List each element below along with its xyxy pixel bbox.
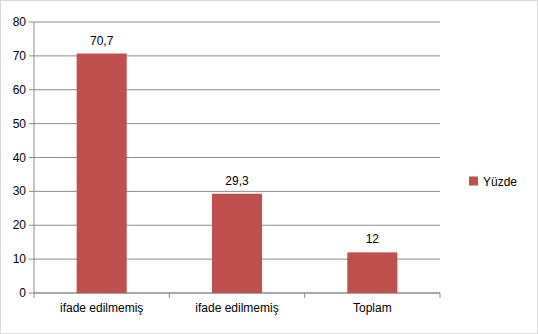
y-tick-label: 60	[13, 83, 27, 97]
y-tick	[29, 259, 34, 260]
y-tick	[29, 123, 34, 124]
x-tick-label: ifade edilmemiş	[60, 301, 143, 315]
y-tick-label: 10	[13, 252, 27, 266]
y-tick-label: 20	[13, 218, 27, 232]
x-tick	[304, 293, 305, 298]
data-label: 12	[366, 232, 380, 246]
y-tick-label: 80	[13, 15, 27, 29]
chart-frame	[1, 1, 538, 334]
y-tick-label: 30	[13, 184, 27, 198]
y-tick-label: 0	[19, 286, 26, 300]
chart-container: 0 10 20 30 40 50 60 70 80 ifade edilmemiş 70,7 ifad…	[0, 0, 538, 334]
y-tick	[29, 293, 34, 294]
legend-label: Yüzde	[483, 175, 517, 189]
x-tick-label: Toplam	[353, 301, 392, 315]
y-tick-label: 50	[13, 117, 27, 131]
y-tick	[29, 89, 34, 90]
bar	[77, 54, 127, 293]
grid-line	[34, 22, 440, 23]
y-tick	[29, 55, 34, 56]
y-tick	[29, 225, 34, 226]
x-tick	[440, 293, 441, 298]
y-tick-label: 40	[13, 151, 27, 165]
y-tick	[29, 191, 34, 192]
y-axis	[34, 22, 35, 293]
y-tick-label: 70	[13, 49, 27, 63]
y-tick	[29, 22, 34, 23]
chart-svg: 0 10 20 30 40 50 60 70 80 ifade edilmemiş 70,7 ifad…	[0, 0, 538, 334]
x-tick	[169, 293, 170, 298]
x-tick	[34, 293, 35, 298]
y-tick	[29, 157, 34, 158]
legend-swatch	[469, 177, 478, 186]
data-label: 29,3	[225, 174, 249, 188]
data-label: 70,7	[90, 34, 114, 48]
bar	[347, 252, 397, 293]
x-tick-label: ifade edilmemiş	[195, 301, 278, 315]
bars	[77, 54, 398, 293]
bar	[212, 194, 262, 293]
